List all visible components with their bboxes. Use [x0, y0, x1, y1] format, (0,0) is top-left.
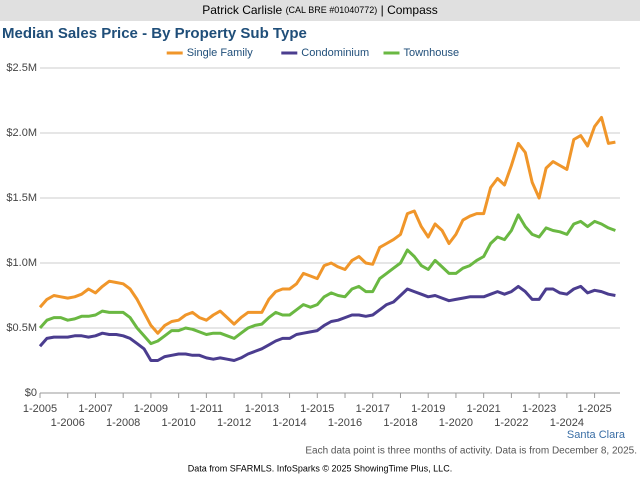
x-tick-label: 1-2014	[272, 417, 306, 429]
region: Santa Clara	[567, 429, 626, 441]
x-tick-label: 1-2024	[550, 417, 584, 429]
chart-title: Median Sales Price - By Property Sub Typ…	[2, 25, 307, 42]
license: (CAL BRE #01040772)	[286, 5, 378, 15]
x-tick-label: 1-2017	[356, 403, 390, 415]
y-tick-label: $0	[25, 387, 37, 399]
series-line	[38, 284, 616, 362]
company: | Compass	[381, 3, 438, 17]
series-line	[38, 115, 616, 335]
header-bar	[0, 0, 640, 21]
x-tick-label: 1-2013	[245, 403, 279, 415]
x-tick-label: 1-2018	[383, 417, 417, 429]
y-tick-label: $2.5M	[6, 62, 37, 74]
note: Each data point is three months of activ…	[305, 446, 637, 457]
legend-label: Townhouse	[404, 47, 460, 59]
x-tick-label: 1-2020	[439, 417, 473, 429]
x-tick-label: 1-2019	[411, 403, 445, 415]
x-tick-label: 1-2023	[522, 403, 556, 415]
x-tick-label: 1-2008	[106, 417, 140, 429]
y-tick-label: $1.0M	[6, 257, 37, 269]
header: Patrick Carlisle (CAL BRE #01040772) | C…	[202, 3, 438, 17]
legend-label: Condominium	[301, 47, 369, 59]
source: Data from SFARMLS. InfoSparks © 2025 Sho…	[188, 463, 452, 473]
x-tick-label: 1-2006	[51, 417, 85, 429]
x-tick-label: 1-2011	[190, 403, 223, 415]
y-tick-label: $0.5M	[6, 322, 37, 334]
x-tick-label: 1-2016	[328, 417, 362, 429]
x-tick-label: 1-2022	[494, 417, 528, 429]
x-tick-label: 1-2015	[300, 403, 334, 415]
agent-name: Patrick Carlisle	[202, 3, 282, 17]
x-tick-label: 1-2007	[78, 403, 112, 415]
y-tick-label: $1.5M	[6, 192, 37, 204]
legend-label: Single Family	[187, 47, 254, 59]
x-tick-label: 1-2021	[467, 403, 501, 415]
y-tick-label: $2.0M	[6, 127, 37, 139]
legend: Single Family Condominium Townhouse	[166, 47, 460, 59]
x-tick-label: 1-2005	[23, 403, 57, 415]
x-tick-label: 1-2010	[162, 417, 196, 429]
x-tick-label: 1-2009	[134, 403, 168, 415]
x-tick-label: 1-2012	[217, 417, 251, 429]
x-tick-label: 1-2025	[577, 403, 611, 415]
series-line	[38, 213, 616, 346]
